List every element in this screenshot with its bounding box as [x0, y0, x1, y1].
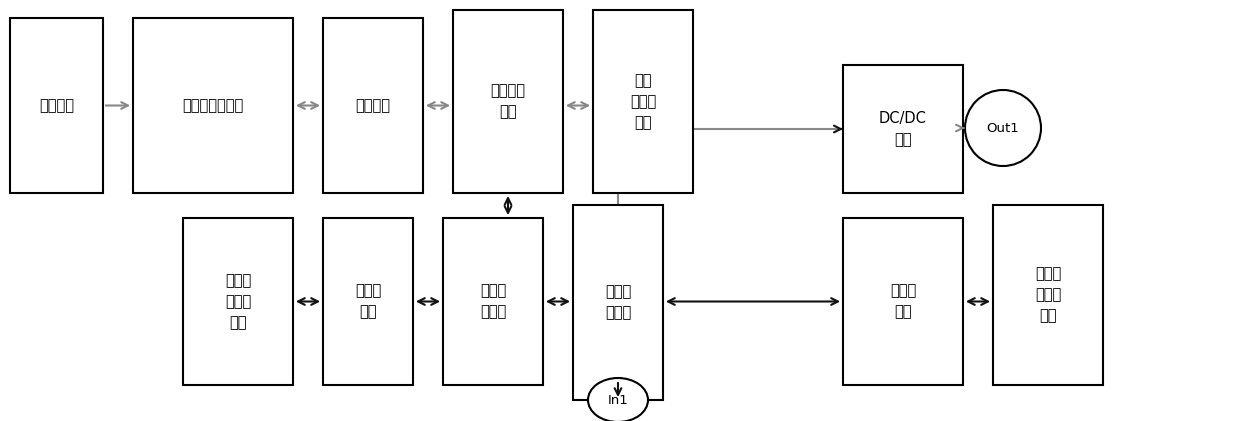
Bar — [843, 218, 963, 385]
Text: 电动机
控制器
模型: 电动机 控制器 模型 — [224, 273, 252, 330]
Bar — [322, 218, 413, 385]
Text: 功率分
配算法: 功率分 配算法 — [605, 285, 631, 320]
Text: 整车动力学模型: 整车动力学模型 — [182, 98, 243, 113]
Text: 传动系统
模型: 传动系统 模型 — [491, 83, 526, 120]
Text: 蓄电池
模型: 蓄电池 模型 — [890, 283, 916, 320]
Ellipse shape — [588, 378, 649, 421]
Bar — [133, 18, 293, 193]
Text: Out1: Out1 — [987, 122, 1019, 134]
Text: 整车
控制器
模型: 整车 控制器 模型 — [630, 73, 656, 130]
Bar — [573, 205, 663, 400]
Bar — [843, 65, 963, 193]
Bar — [184, 218, 293, 385]
Text: In1: In1 — [608, 394, 629, 407]
Text: 电动机
模型: 电动机 模型 — [355, 283, 381, 320]
Text: 电气设
备模型: 电气设 备模型 — [480, 283, 506, 320]
Bar — [453, 10, 563, 193]
Bar — [593, 10, 693, 193]
Text: 蓄电池
控制器
模型: 蓄电池 控制器 模型 — [1035, 266, 1061, 323]
Text: 测试序列: 测试序列 — [38, 98, 74, 113]
Text: 轮胎模型: 轮胎模型 — [356, 98, 391, 113]
Bar — [10, 18, 103, 193]
Ellipse shape — [965, 90, 1042, 166]
Bar — [993, 205, 1104, 385]
Bar — [322, 18, 423, 193]
Bar — [443, 218, 543, 385]
Text: DC/DC
模型: DC/DC 模型 — [879, 111, 928, 147]
